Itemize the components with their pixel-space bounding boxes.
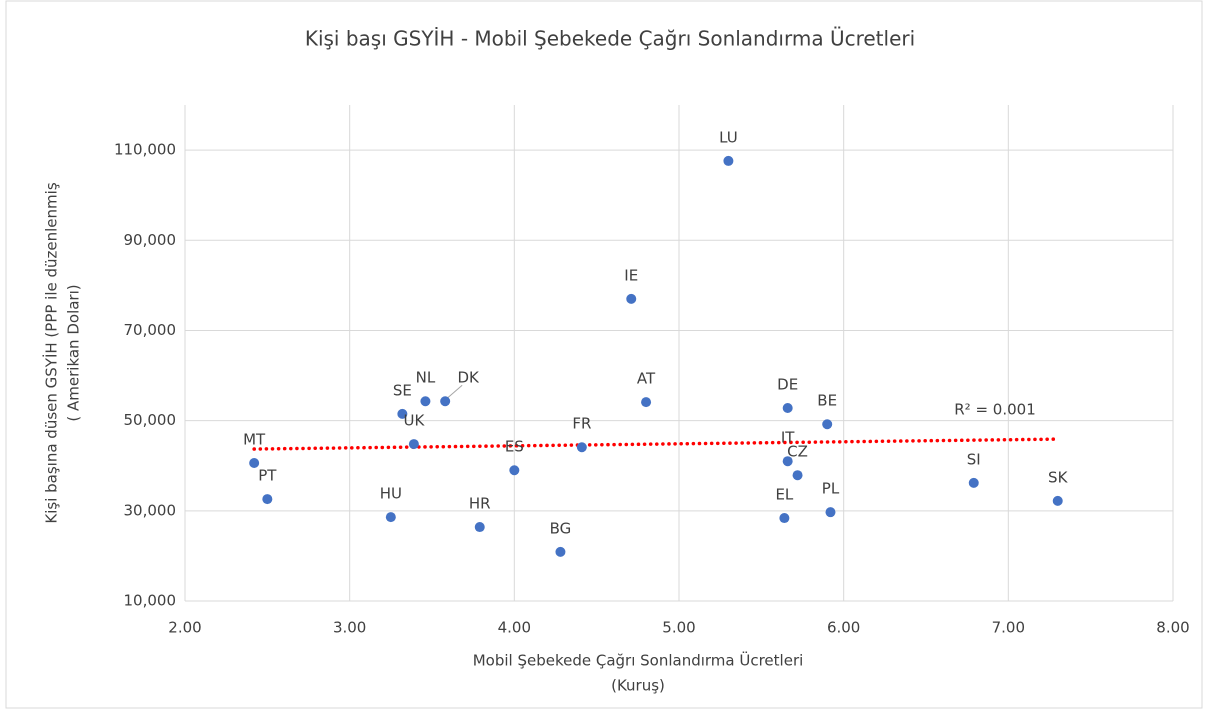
- point: [782, 403, 793, 414]
- point-label: CZ: [787, 443, 808, 461]
- point: [968, 477, 979, 488]
- y-tick-label: 110,000: [114, 141, 176, 159]
- y-tick-label: 10,000: [124, 592, 177, 610]
- x-axis-title: Mobil Şebekede Çağrı Sonlandırma Ücretle…: [473, 651, 804, 670]
- x-tick-label: 6.00: [827, 619, 860, 637]
- point-label: SK: [1048, 468, 1069, 486]
- point-label: MT: [243, 431, 266, 449]
- y-axis-title: Kişi başına düsen GSYİH (PPP ile düzenle…: [42, 182, 61, 523]
- point: [576, 442, 587, 453]
- point-label: DE: [777, 376, 798, 394]
- point: [782, 456, 793, 467]
- point-label: SI: [967, 450, 981, 468]
- point: [792, 470, 803, 481]
- point-label: PT: [258, 467, 277, 485]
- point: [509, 465, 520, 476]
- y-tick-label: 90,000: [124, 231, 177, 249]
- point: [641, 397, 652, 408]
- x-tick-label: 3.00: [333, 619, 366, 637]
- point: [440, 396, 451, 407]
- x-tick-label: 4.00: [498, 619, 531, 637]
- point: [825, 507, 836, 518]
- y-tick-label: 70,000: [124, 321, 177, 339]
- x-tick-label: 7.00: [992, 619, 1025, 637]
- point: [249, 458, 260, 469]
- x-tick-label: 2.00: [168, 619, 201, 637]
- leader-line: [446, 384, 463, 399]
- point-label: IE: [624, 266, 638, 284]
- point-label: DK: [457, 369, 480, 387]
- x-tick-label: 5.00: [662, 619, 695, 637]
- point: [822, 419, 833, 430]
- trendline-annotation: R² = 0.001: [954, 401, 1035, 419]
- point-label: LU: [719, 128, 738, 146]
- point: [1052, 495, 1063, 506]
- point-label: UK: [403, 412, 425, 430]
- point-label: NL: [416, 369, 436, 387]
- point: [397, 408, 408, 419]
- x-axis-title: (Kuruş): [611, 677, 665, 695]
- point-label: IT: [781, 429, 795, 447]
- point: [555, 546, 566, 557]
- point: [723, 155, 734, 166]
- point-label: ES: [505, 438, 524, 456]
- point-label: EL: [775, 486, 793, 504]
- point-label: SE: [393, 381, 412, 399]
- chart-title: Kişi başı GSYİH - Mobil Şebekede Çağrı S…: [305, 27, 915, 51]
- point: [385, 512, 396, 523]
- point-label: BG: [550, 519, 572, 537]
- point-label: HU: [380, 485, 402, 503]
- point-label: PL: [822, 480, 840, 498]
- y-axis-title: ( Amerikan Doları): [65, 284, 83, 421]
- y-tick-label: 50,000: [124, 411, 177, 429]
- point-label: BE: [817, 392, 837, 410]
- point: [420, 396, 431, 407]
- point-label: HR: [469, 495, 491, 513]
- point: [474, 522, 485, 533]
- y-tick-label: 30,000: [124, 501, 177, 519]
- point-label: AT: [637, 370, 656, 388]
- point: [626, 293, 637, 304]
- point: [408, 439, 419, 450]
- point: [779, 513, 790, 524]
- chart-border: [5, 0, 1203, 709]
- point: [262, 494, 273, 505]
- x-tick-label: 8.00: [1156, 619, 1189, 637]
- point-label: FR: [572, 415, 591, 433]
- trendline: [252, 437, 1060, 451]
